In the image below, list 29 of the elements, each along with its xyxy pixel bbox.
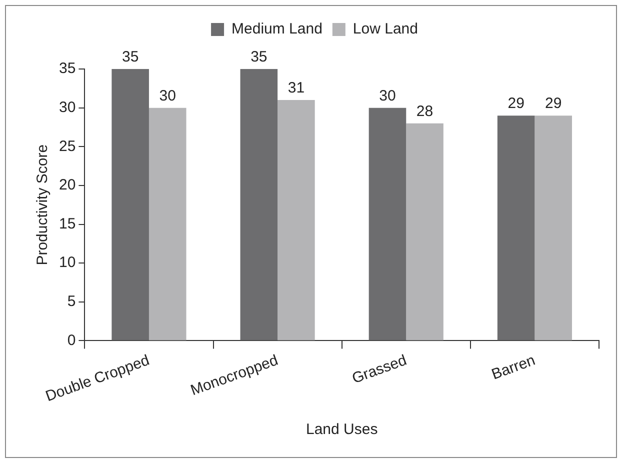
data-label: 35 xyxy=(122,48,139,66)
y-tick-label: 30 xyxy=(58,98,76,116)
data-label: 29 xyxy=(508,95,524,112)
y-axis-title: Productivity Score xyxy=(34,144,52,266)
data-label: 35 xyxy=(250,48,268,66)
data-label: 28 xyxy=(416,102,434,120)
y-tick-label: 15 xyxy=(58,215,76,232)
bar xyxy=(278,100,315,340)
y-tick-label: 35 xyxy=(58,60,76,78)
y-tick-label: 5 xyxy=(67,293,76,310)
legend-label: Medium Land xyxy=(232,20,322,38)
y-tick-label: 20 xyxy=(58,176,76,194)
legend-label: Low Land xyxy=(352,20,418,38)
data-label: 29 xyxy=(545,95,562,112)
bar xyxy=(534,116,572,340)
y-tick-label: 25 xyxy=(58,138,76,155)
bar xyxy=(368,108,406,340)
x-tick-label: Barren xyxy=(489,352,538,384)
bar xyxy=(497,116,535,340)
data-label: 30 xyxy=(159,87,176,104)
y-tick-label: 10 xyxy=(58,254,76,272)
bar xyxy=(112,69,149,340)
bar xyxy=(406,123,444,340)
x-axis-title: Land Uses xyxy=(306,421,378,438)
bar xyxy=(240,69,278,340)
data-label: 30 xyxy=(379,87,396,104)
bar xyxy=(148,108,186,340)
data-label: 31 xyxy=(288,80,305,97)
y-tick-label: 0 xyxy=(67,332,76,349)
